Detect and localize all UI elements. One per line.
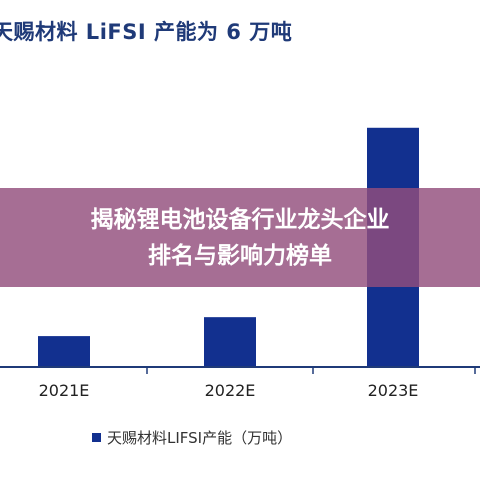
overlay-headline-line1: 揭秘锂电池设备行业龙头企业: [90, 206, 390, 233]
x-tick-label: 2023E: [368, 381, 419, 400]
chart-title: 天赐材料 LiFSI 产能为 6 万吨: [0, 20, 293, 44]
legend-label: 天赐材料LIFSI产能（万吨）: [107, 428, 293, 447]
overlay-headline-line2: 排名与影响力榜单: [148, 242, 332, 269]
overlay-banner: 揭秘锂电池设备行业龙头企业 排名与影响力榜单: [0, 188, 480, 287]
x-axis-ticks: [146, 367, 476, 374]
chart-legend: 天赐材料LIFSI产能（万吨）: [92, 426, 292, 448]
bar-2021E: [38, 336, 90, 367]
legend-swatch: [92, 432, 101, 442]
bar-2022E: [204, 317, 256, 367]
x-tick-label: 2021E: [39, 381, 90, 400]
x-tick-label: 2022E: [205, 381, 256, 400]
x-axis-labels: 2021E 2022E 2023E: [39, 381, 419, 400]
